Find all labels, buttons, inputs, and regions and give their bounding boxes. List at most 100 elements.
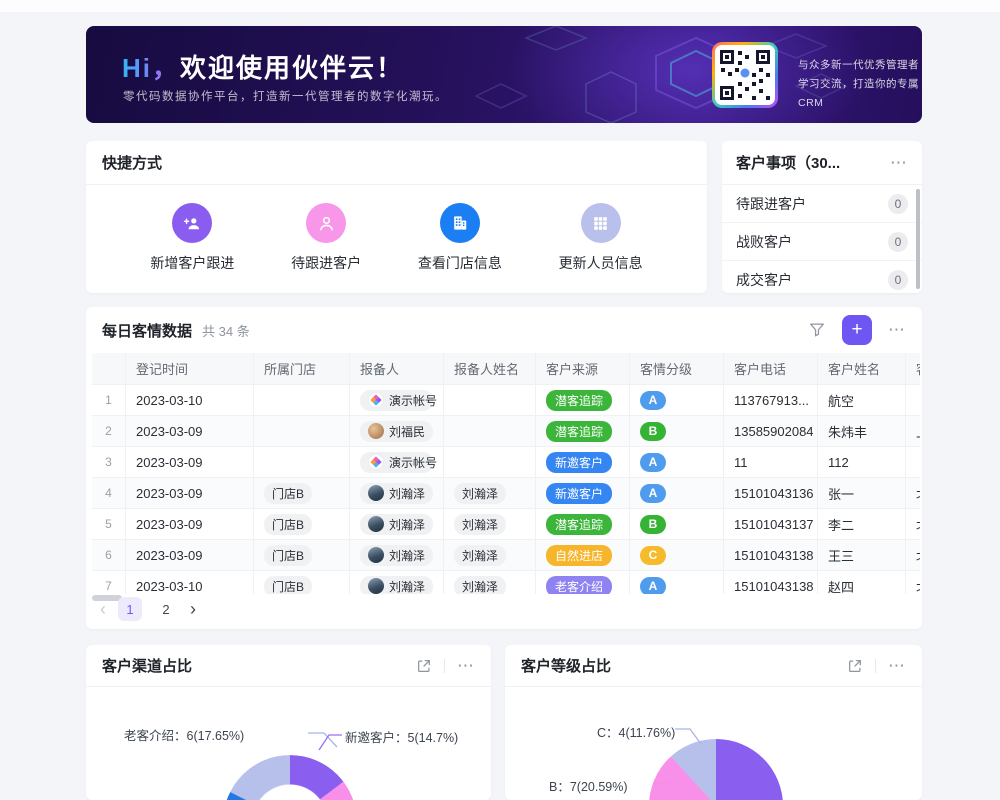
table-cell-name: 112	[818, 447, 906, 477]
customer-matters-card: 客户事项（30... ⋯ 待跟进客户 0 战败客户 0 成交客户 0	[722, 141, 922, 293]
table-cell-phone: 113767913...	[724, 385, 818, 415]
table-cell-date: 2023-03-10	[126, 571, 254, 594]
table-header-cell: 报备人	[350, 353, 444, 384]
matters-item[interactable]: 战败客户 0	[722, 223, 922, 261]
add-record-button[interactable]: +	[842, 315, 872, 345]
store-tag: 门店B	[264, 544, 313, 566]
table-cell-source: 新邀客户	[536, 478, 630, 508]
qr-pattern	[720, 50, 770, 100]
matters-item[interactable]: 成交客户 0	[722, 261, 922, 293]
horizontal-scrollbar[interactable]	[92, 595, 122, 601]
more-icon[interactable]: ⋯	[888, 655, 906, 675]
quick-item-label: 待跟进客户	[291, 255, 362, 271]
table-cell-name: 王三	[818, 540, 906, 570]
channel-label-left: 老客介绍：6(17.65%)	[124, 729, 245, 743]
table-cell-reporter_name: 刘瀚泽	[444, 509, 536, 539]
daily-data-table: 登记时间所属门店报备人报备人姓名客户来源客情分级客户电话客户姓名客12023-0…	[92, 353, 920, 594]
pagination: ‹ 1 2 ›	[100, 597, 196, 621]
quick-item-label: 新增客户跟进	[150, 255, 235, 271]
avatar	[368, 547, 384, 563]
table-cell-store: 门店B	[254, 571, 350, 594]
table-cell-phone: 13585902084	[724, 416, 818, 446]
export-icon[interactable]	[416, 658, 432, 674]
qr-code-image	[715, 45, 775, 105]
table-row[interactable]: 3 2023-03-09 演示帐号 新邀客户 A 11 112	[92, 447, 920, 478]
more-icon[interactable]: ⋯	[457, 655, 475, 675]
matters-item-label: 待跟进客户	[736, 195, 806, 212]
filter-icon[interactable]	[808, 321, 826, 339]
toolbar-divider	[444, 658, 445, 673]
table-cell-num: 2	[92, 416, 126, 446]
page-button-1[interactable]: 1	[118, 597, 142, 621]
quick-item-label: 更新人员信息	[558, 255, 643, 271]
qr-caption-line2: 学习交流，打造你的专属CRM	[798, 78, 919, 109]
level-pie-chart[interactable]	[649, 739, 783, 800]
table-row[interactable]: 1 2023-03-10 演示帐号 潜客追踪 A 113767913... 航空	[92, 385, 920, 416]
scrollbar[interactable]	[916, 189, 920, 289]
table-cell-grade: B	[630, 509, 724, 539]
export-icon[interactable]	[847, 658, 863, 674]
table-cell-reporter: 刘瀚泽	[350, 540, 444, 570]
banner-greeting-accent: Hi，	[122, 53, 181, 83]
table-cell-grade: A	[630, 385, 724, 415]
next-page-icon[interactable]: ›	[190, 599, 196, 619]
avatar	[368, 423, 384, 439]
table-cell-num: 5	[92, 509, 126, 539]
more-icon[interactable]: ⋯	[890, 152, 908, 172]
store-tag: 门店B	[264, 575, 313, 594]
table-cell-phone: 15101043138	[724, 540, 818, 570]
customer-matters-title: 客户事项（30...	[736, 155, 841, 172]
reporter-tag-label: 演示帐号	[389, 393, 438, 408]
level-share-header: 客户等级占比 ⋯	[505, 645, 922, 687]
reporter-tag-label: 刘福民	[389, 424, 426, 439]
reporter-tag-label: 刘瀚泽	[389, 517, 426, 532]
quick-item-add-follow[interactable]: 新增客户跟进	[150, 203, 234, 273]
prev-page-icon[interactable]: ‹	[100, 599, 106, 619]
quick-shortcuts-list: 新增客户跟进 待跟进客户 查看门店信息 更新人员信息	[86, 185, 707, 273]
page-button-2[interactable]: 2	[162, 601, 170, 617]
grade-badge: A	[640, 452, 666, 472]
table-cell-num: 3	[92, 447, 126, 477]
table-cell-reporter_name: 刘瀚泽	[444, 478, 536, 508]
more-icon[interactable]: ⋯	[888, 320, 906, 339]
source-tag: 自然进店	[546, 544, 613, 566]
source-tag: 潜客追踪	[546, 389, 613, 411]
table-cell-grade: A	[630, 571, 724, 594]
matters-item-label: 战败客户	[736, 233, 792, 250]
channel-donut-chart[interactable]	[223, 755, 357, 800]
table-cell-store: 门店B	[254, 509, 350, 539]
table-header-cell: 所属门店	[254, 353, 350, 384]
table-cell-reporter_name	[444, 447, 536, 477]
quick-item-store-info[interactable]: 查看门店信息	[418, 203, 502, 273]
daily-data-count: 共 34 条	[202, 323, 250, 339]
table-cell-grade: C	[630, 540, 724, 570]
customer-matters-list: 待跟进客户 0 战败客户 0 成交客户 0	[722, 185, 922, 293]
table-cell-store	[254, 447, 350, 477]
table-cell-reporter_name: 刘瀚泽	[444, 540, 536, 570]
table-cell-reporter: 刘瀚泽	[350, 478, 444, 508]
matters-item[interactable]: 待跟进客户 0	[722, 185, 922, 223]
store-tag: 门店B	[264, 482, 313, 504]
table-cell-source: 自然进店	[536, 540, 630, 570]
table-cell-reporter_name: 刘瀚泽	[444, 571, 536, 594]
reporter-name-tag: 刘瀚泽	[454, 544, 507, 566]
reporter-tag-label: 刘瀚泽	[389, 486, 426, 501]
store-tag: 门店B	[264, 513, 313, 535]
daily-toolbar: + ⋯	[808, 315, 906, 345]
user-plus-icon	[172, 203, 213, 243]
quick-item-update-staff[interactable]: 更新人员信息	[559, 203, 643, 273]
table-cell-date: 2023-03-09	[126, 416, 254, 446]
table-cell-extra: 北	[906, 509, 920, 539]
reporter-tag: 演示帐号	[360, 451, 437, 473]
table-header-row: 登记时间所属门店报备人报备人姓名客户来源客情分级客户电话客户姓名客	[92, 353, 920, 385]
banner-subtitle: 零代码数据协作平台，打造新一代管理者的数字化潮玩。	[123, 91, 448, 103]
table-header-cell: 登记时间	[126, 353, 254, 384]
matters-item-label: 成交客户	[736, 271, 792, 288]
quick-item-pending-follow[interactable]: 待跟进客户	[291, 203, 361, 273]
